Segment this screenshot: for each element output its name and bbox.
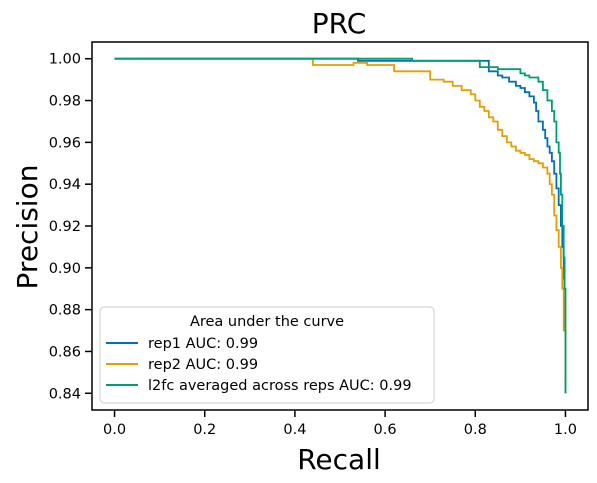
x-tick-label: 0.2 (193, 422, 216, 438)
x-axis-ticks: 0.0 0.2 0.4 0.6 0.8 1.0 (103, 410, 577, 438)
x-tick-label: 1.0 (554, 422, 577, 438)
legend-label-1: rep1 AUC: 0.99 (148, 336, 258, 352)
y-tick-label: 1.00 (49, 52, 81, 68)
legend-label-3: l2fc averaged across reps AUC: 0.99 (148, 378, 412, 394)
x-tick-label: 0.8 (464, 422, 487, 438)
y-tick-label: 0.92 (49, 219, 81, 235)
series-line-1 (114, 57, 567, 394)
x-axis-label: Recall (297, 443, 381, 476)
y-tick-label: 0.94 (49, 177, 81, 193)
series-line-3 (114, 57, 567, 394)
y-axis-ticks: 0.84 0.86 0.88 0.90 0.92 0.94 0.96 0.98 1.00 (49, 52, 92, 402)
legend-box (99, 306, 435, 404)
x-tick-label: 0.0 (103, 422, 126, 438)
x-tick-label: 0.4 (283, 422, 306, 438)
y-tick-label: 0.88 (49, 303, 81, 319)
legend: Area under the curve rep1 AUC: 0.99 rep2 … (99, 306, 435, 404)
y-tick-label: 0.86 (49, 344, 81, 360)
legend-entries: rep1 AUC: 0.99 rep2 AUC: 0.99 l2fc average… (106, 336, 412, 394)
chart-title: PRC (312, 7, 367, 40)
y-tick-label: 0.98 (49, 94, 81, 110)
y-tick-label: 0.96 (49, 135, 81, 151)
series-line-2 (114, 57, 567, 394)
legend-label-2: rep2 AUC: 0.99 (148, 357, 258, 373)
legend-title: Area under the curve (190, 314, 344, 330)
series-layer (114, 57, 567, 394)
y-tick-label: 0.84 (49, 386, 81, 402)
x-tick-label: 0.6 (374, 422, 397, 438)
y-tick-label: 0.90 (49, 261, 81, 277)
y-axis-label: Precision (11, 165, 44, 290)
